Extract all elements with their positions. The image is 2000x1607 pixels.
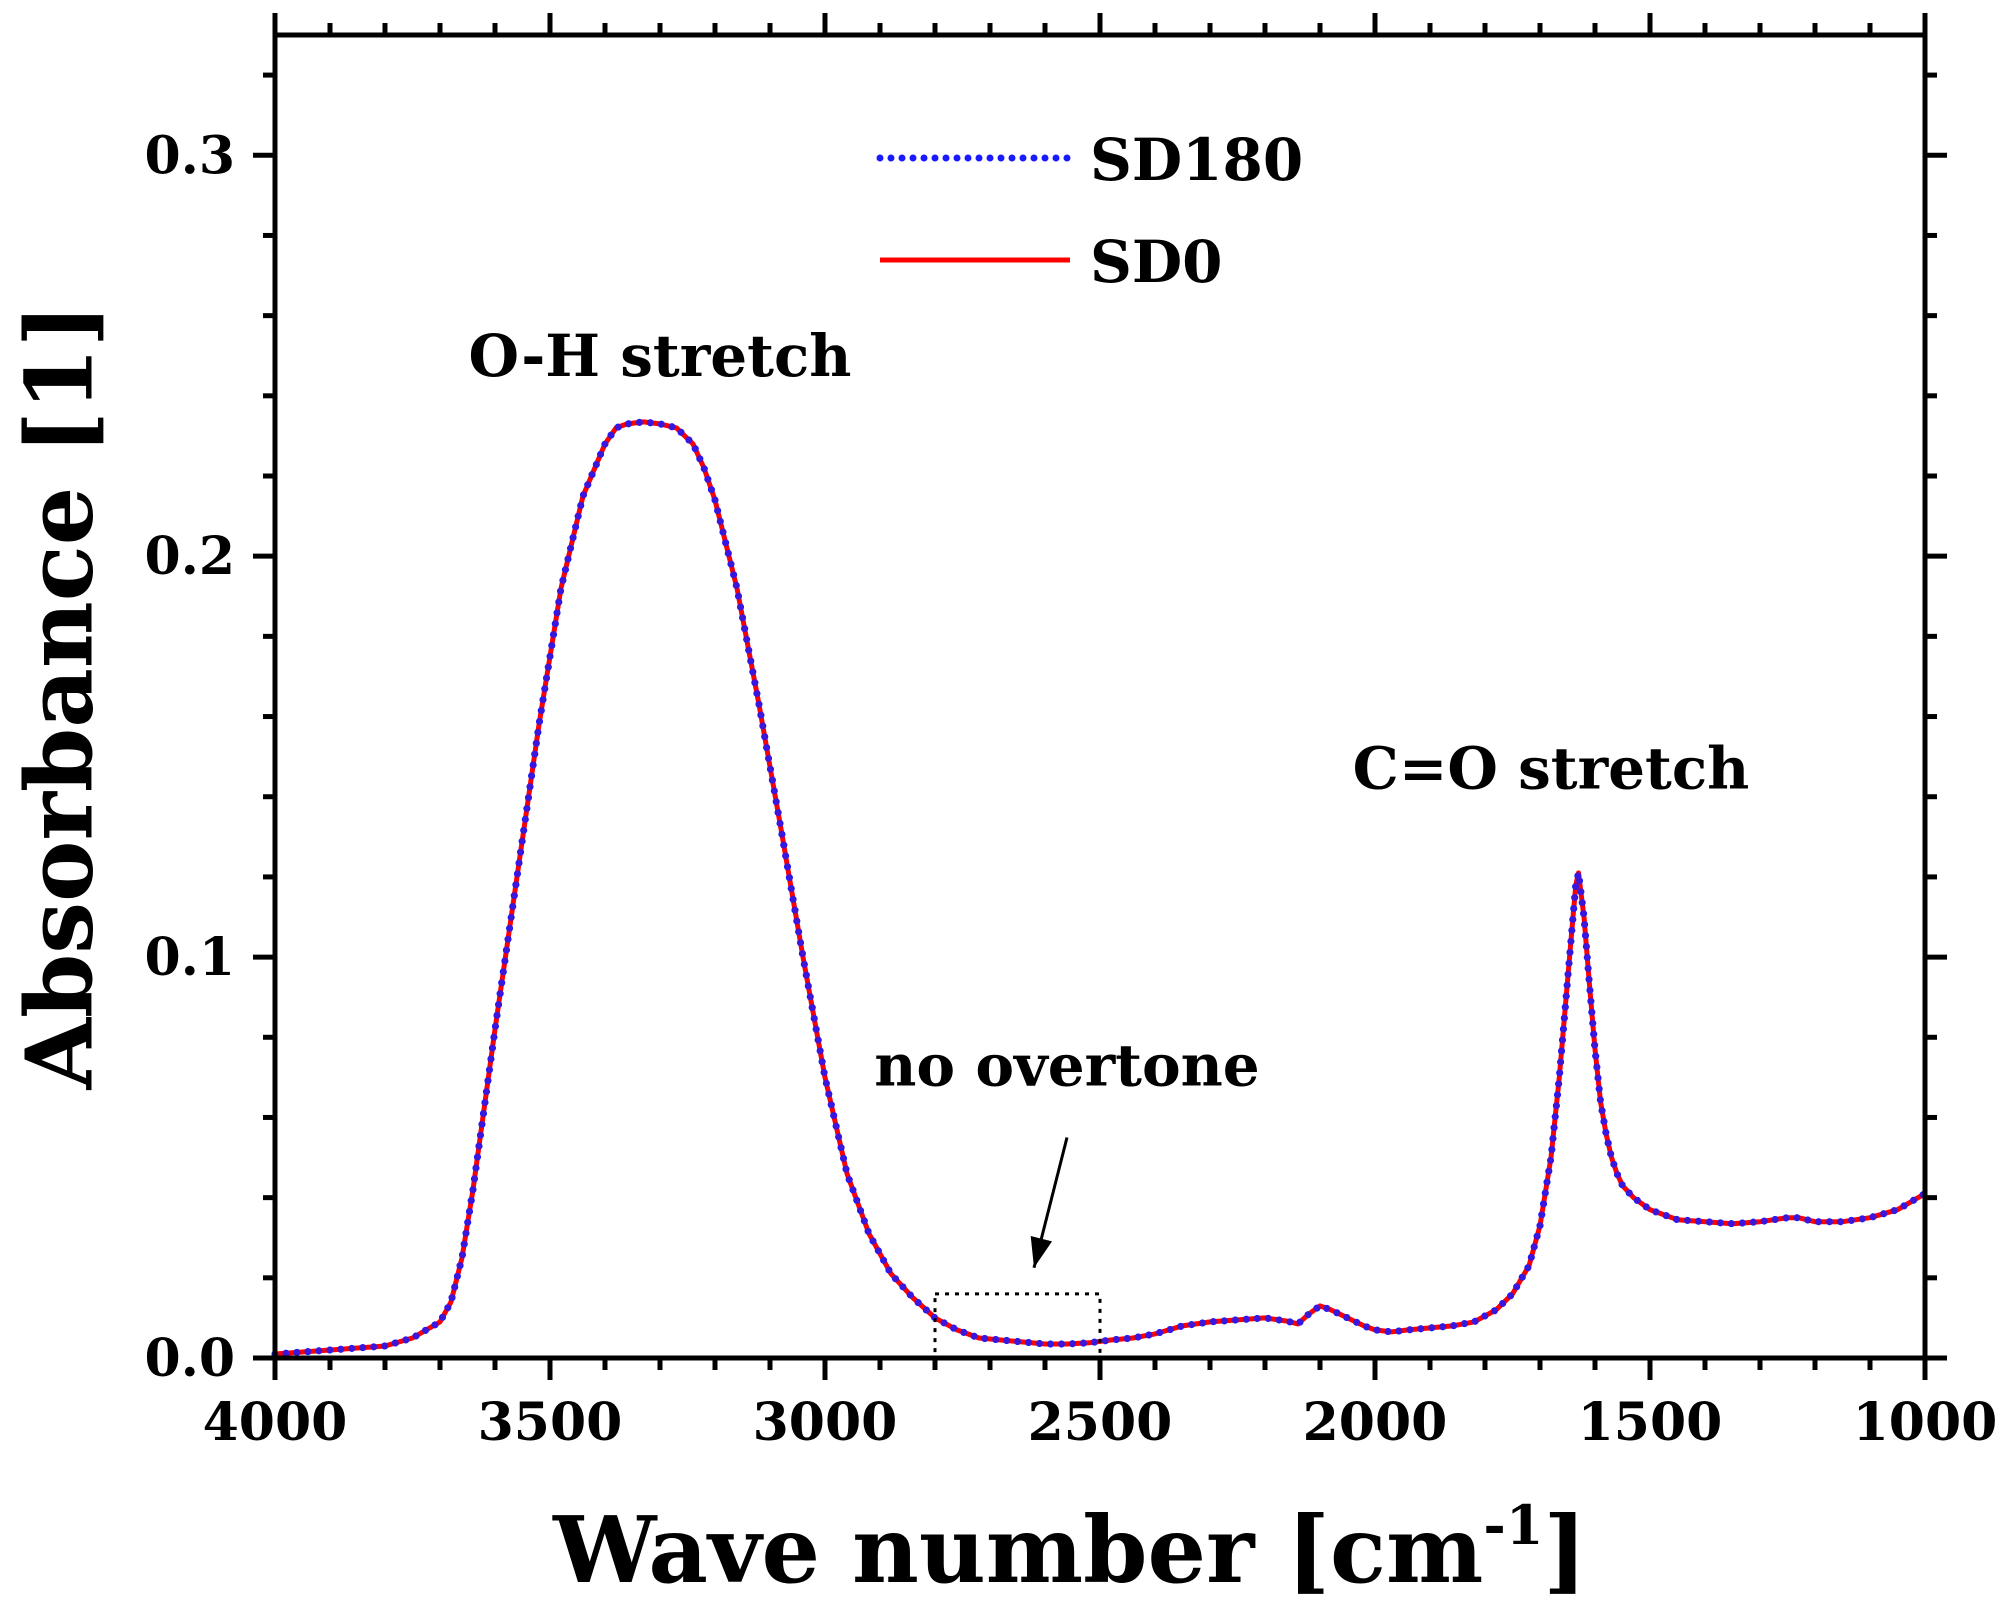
annotations: O-H stretch C=O stretch no overtone <box>469 322 1750 1360</box>
annotation-co-stretch: C=O stretch <box>1353 735 1750 803</box>
legend-label-sd0: SD0 <box>1090 228 1223 296</box>
x-tick-label: 2500 <box>1028 1392 1173 1453</box>
x-axis-title: Wave number [cm-1] <box>552 1493 1587 1604</box>
series-line-sd0 <box>274 419 1927 1357</box>
annotation-oh-stretch: O-H stretch <box>469 322 852 390</box>
y-axis-title: Absorbance [1] <box>6 304 114 1091</box>
overtone-region-box <box>933 1292 1102 1360</box>
series-line-sd180 <box>271 418 1929 1358</box>
y-tick-label: 0.0 <box>145 1328 235 1389</box>
x-tick-label: 1500 <box>1578 1392 1723 1453</box>
legend: SD180 SD0 <box>876 126 1303 296</box>
annotation-no-overtone: no overtone <box>874 1031 1259 1099</box>
y-tick-label: 0.3 <box>145 125 235 186</box>
x-tick-label: 4000 <box>203 1392 348 1453</box>
x-tick-label: 3500 <box>478 1392 623 1453</box>
x-tick-label: 1000 <box>1853 1392 1998 1453</box>
x-tick-label: 2000 <box>1303 1392 1448 1453</box>
series-dots-overlay-sd180 <box>271 418 1929 1358</box>
y-tick-label: 0.1 <box>145 927 235 988</box>
x-axis-title-main: Wave number [cm <box>552 1496 1483 1604</box>
legend-label-sd180: SD180 <box>1090 126 1303 194</box>
y-tick-label: 0.2 <box>145 526 235 587</box>
x-axis-title-superscript: -1 <box>1483 1493 1543 1557</box>
plot-area <box>271 418 1929 1358</box>
x-axis-title-close: ] <box>1543 1496 1587 1604</box>
x-tick-label: 3000 <box>753 1392 898 1453</box>
annotation-arrow-head <box>1030 1236 1053 1268</box>
axes: 4000 3500 3000 2500 2000 1500 1000 0.0 0.1 0.2 0.3 <box>145 13 1998 1453</box>
